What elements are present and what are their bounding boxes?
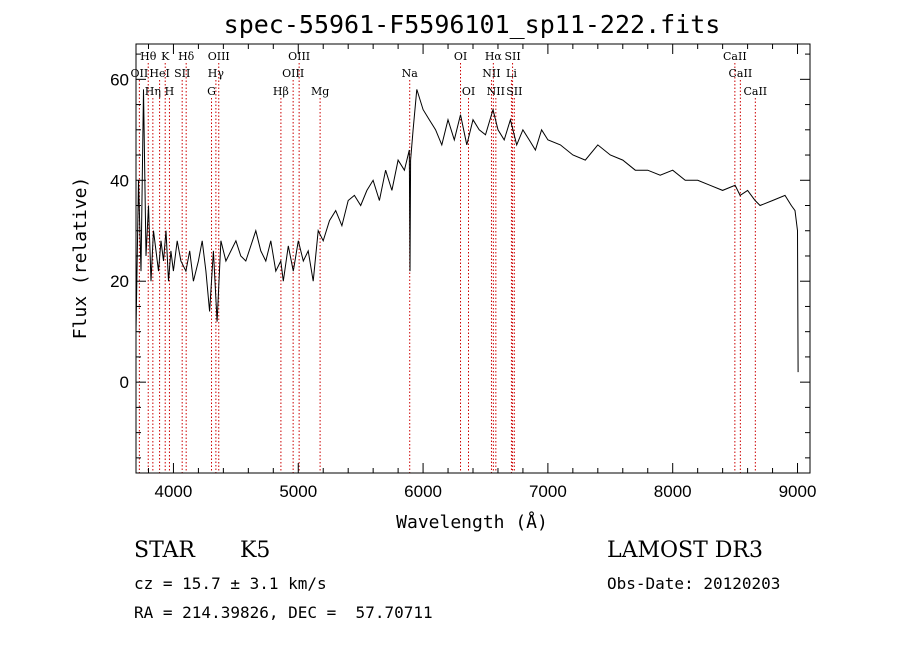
spectral-line-label: Hη — [145, 85, 161, 98]
y-tick-label: 60 — [110, 70, 129, 89]
observation-date: Obs-Date: 20120203 — [607, 574, 781, 593]
spectral-line-label: OIII — [208, 50, 230, 63]
spectral-line-label: K — [161, 50, 170, 63]
spectral-line-label: SII — [506, 85, 522, 98]
spectral-line-label: Mg — [311, 85, 329, 98]
spectral-line-label: OIII — [282, 67, 304, 80]
spectral-line-label: H — [165, 85, 175, 98]
spectral-line-label: NII — [482, 67, 500, 80]
spectral-line-label: CaII — [729, 67, 753, 80]
y-axis-label: Flux (relative) — [70, 177, 91, 340]
spectrum-series-line — [135, 89, 799, 373]
spectral-line-label: Hγ — [208, 67, 225, 80]
spectral-line-label: OI — [462, 85, 475, 98]
spectral-line-label: Hα — [485, 50, 503, 63]
spectral-line-label: OII — [131, 67, 149, 80]
y-tick-label: 40 — [110, 171, 129, 190]
redshift-velocity: cz = 15.7 ± 3.1 km/s — [134, 574, 327, 593]
object-class: STAR — [134, 538, 195, 563]
x-tick-label: 4000 — [155, 482, 193, 501]
spectral-line-label: Hδ — [178, 50, 195, 63]
spectral-line-label: CaII — [743, 85, 767, 98]
x-tick-label: 8000 — [654, 482, 692, 501]
spectral-line-label: Hβ — [273, 85, 289, 98]
x-tick-label: 9000 — [779, 482, 817, 501]
spectral-line-label: HeI — [149, 67, 169, 80]
x-tick-label: 7000 — [529, 482, 567, 501]
spectral-line-label: Li — [506, 67, 517, 80]
chart-title: spec-55961-F5596101_sp11-222.fits — [224, 10, 721, 39]
x-axis-label: Wavelength (Å) — [396, 511, 548, 533]
spectral-line-label: SII — [174, 67, 190, 80]
spectral-line-label: SII — [504, 50, 520, 63]
spectral-line-label: OIII — [288, 50, 310, 63]
coordinates: RA = 214.39826, DEC = 57.70711 — [134, 603, 433, 622]
spectral-line-label: Hθ — [140, 50, 157, 63]
spectral-line-label: CaII — [723, 50, 747, 63]
spectral-line-label: NII — [487, 85, 505, 98]
survey-name: LAMOST DR3 — [607, 538, 763, 563]
object-subclass: K5 — [240, 538, 271, 563]
plot-frame — [135, 43, 811, 474]
x-tick-label: 6000 — [404, 482, 442, 501]
spectral-line-label: Na — [402, 67, 419, 80]
axis-ticks: 4000 5000 6000 7000 8000 9000 0 20 40 60 — [110, 44, 816, 501]
x-tick-label: 5000 — [279, 482, 317, 501]
spectral-line-label: OI — [454, 50, 467, 63]
y-tick-label: 20 — [110, 272, 129, 291]
spectral-line-label: G — [207, 85, 216, 98]
y-tick-label: 0 — [120, 373, 129, 392]
